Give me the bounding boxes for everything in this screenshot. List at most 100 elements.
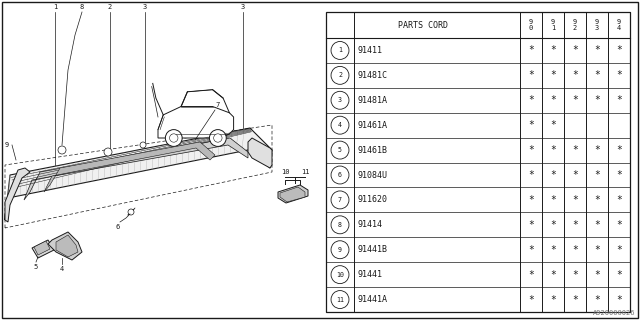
Text: 91481C: 91481C xyxy=(358,71,388,80)
Text: *: * xyxy=(550,95,556,105)
Circle shape xyxy=(104,148,112,156)
Circle shape xyxy=(331,291,349,308)
Circle shape xyxy=(331,141,349,159)
Text: *: * xyxy=(572,70,578,80)
Text: *: * xyxy=(550,245,556,255)
Polygon shape xyxy=(5,128,272,220)
Polygon shape xyxy=(5,168,30,222)
Polygon shape xyxy=(24,138,248,200)
Text: 5: 5 xyxy=(338,147,342,153)
Polygon shape xyxy=(248,138,272,168)
Circle shape xyxy=(331,91,349,109)
Polygon shape xyxy=(56,235,78,257)
Text: *: * xyxy=(550,45,556,55)
Polygon shape xyxy=(278,185,308,203)
Text: *: * xyxy=(616,70,622,80)
Text: 11: 11 xyxy=(336,297,344,302)
Text: 9: 9 xyxy=(5,142,9,148)
Circle shape xyxy=(331,266,349,284)
Text: *: * xyxy=(616,170,622,180)
Text: *: * xyxy=(550,170,556,180)
Circle shape xyxy=(209,130,227,147)
Text: *: * xyxy=(550,145,556,155)
Circle shape xyxy=(331,116,349,134)
Circle shape xyxy=(331,216,349,234)
Text: *: * xyxy=(616,270,622,280)
Text: *: * xyxy=(616,95,622,105)
Text: 9: 9 xyxy=(338,247,342,253)
Text: 1: 1 xyxy=(53,4,57,10)
Circle shape xyxy=(58,146,66,154)
Text: PARTS CORD: PARTS CORD xyxy=(398,20,448,29)
Text: 9
2: 9 2 xyxy=(573,20,577,31)
Text: *: * xyxy=(594,294,600,305)
Text: *: * xyxy=(572,294,578,305)
Polygon shape xyxy=(32,240,54,258)
Text: *: * xyxy=(594,220,600,230)
Circle shape xyxy=(331,241,349,259)
Text: *: * xyxy=(528,195,534,205)
Text: 9
4: 9 4 xyxy=(617,20,621,31)
Text: 911620: 911620 xyxy=(358,196,388,204)
Circle shape xyxy=(331,66,349,84)
Text: 91411: 91411 xyxy=(358,46,383,55)
Circle shape xyxy=(331,191,349,209)
Circle shape xyxy=(140,142,146,148)
Text: *: * xyxy=(594,170,600,180)
Text: *: * xyxy=(528,45,534,55)
Text: 91084U: 91084U xyxy=(358,171,388,180)
Text: *: * xyxy=(572,220,578,230)
Text: *: * xyxy=(550,120,556,130)
Circle shape xyxy=(170,134,178,142)
Text: *: * xyxy=(528,145,534,155)
Text: 9
1: 9 1 xyxy=(551,20,555,31)
Text: *: * xyxy=(594,245,600,255)
Text: 4: 4 xyxy=(338,122,342,128)
Circle shape xyxy=(331,42,349,60)
Text: *: * xyxy=(550,270,556,280)
Text: 2: 2 xyxy=(338,72,342,78)
Text: *: * xyxy=(616,245,622,255)
Text: *: * xyxy=(572,270,578,280)
Text: *: * xyxy=(616,45,622,55)
Text: *: * xyxy=(572,170,578,180)
Text: A920000026: A920000026 xyxy=(593,310,635,316)
Text: *: * xyxy=(616,220,622,230)
Text: *: * xyxy=(572,195,578,205)
Text: 10: 10 xyxy=(336,272,344,278)
Text: *: * xyxy=(594,195,600,205)
Text: 6: 6 xyxy=(338,172,342,178)
Text: *: * xyxy=(528,70,534,80)
Text: *: * xyxy=(572,95,578,105)
Text: *: * xyxy=(616,145,622,155)
Text: *: * xyxy=(594,270,600,280)
Polygon shape xyxy=(158,107,234,138)
Text: 9
0: 9 0 xyxy=(529,20,533,31)
Text: 5: 5 xyxy=(34,264,38,270)
Polygon shape xyxy=(34,241,50,255)
Text: *: * xyxy=(528,294,534,305)
Text: *: * xyxy=(550,294,556,305)
Text: *: * xyxy=(594,145,600,155)
Text: *: * xyxy=(528,95,534,105)
Text: *: * xyxy=(528,270,534,280)
Text: *: * xyxy=(528,245,534,255)
Bar xyxy=(326,12,630,312)
Polygon shape xyxy=(44,142,215,192)
Text: 3: 3 xyxy=(143,4,147,10)
Polygon shape xyxy=(280,187,305,202)
Text: 8: 8 xyxy=(80,4,84,10)
Text: *: * xyxy=(616,195,622,205)
Text: *: * xyxy=(550,220,556,230)
Text: 2: 2 xyxy=(108,4,112,10)
Polygon shape xyxy=(48,232,82,260)
Text: 1: 1 xyxy=(338,47,342,53)
Text: *: * xyxy=(594,70,600,80)
Text: 7: 7 xyxy=(216,102,220,108)
Text: *: * xyxy=(528,120,534,130)
Text: 4: 4 xyxy=(60,266,64,272)
Text: 3: 3 xyxy=(241,4,245,10)
Text: 91414: 91414 xyxy=(358,220,383,229)
Text: 91441B: 91441B xyxy=(358,245,388,254)
Text: *: * xyxy=(616,294,622,305)
